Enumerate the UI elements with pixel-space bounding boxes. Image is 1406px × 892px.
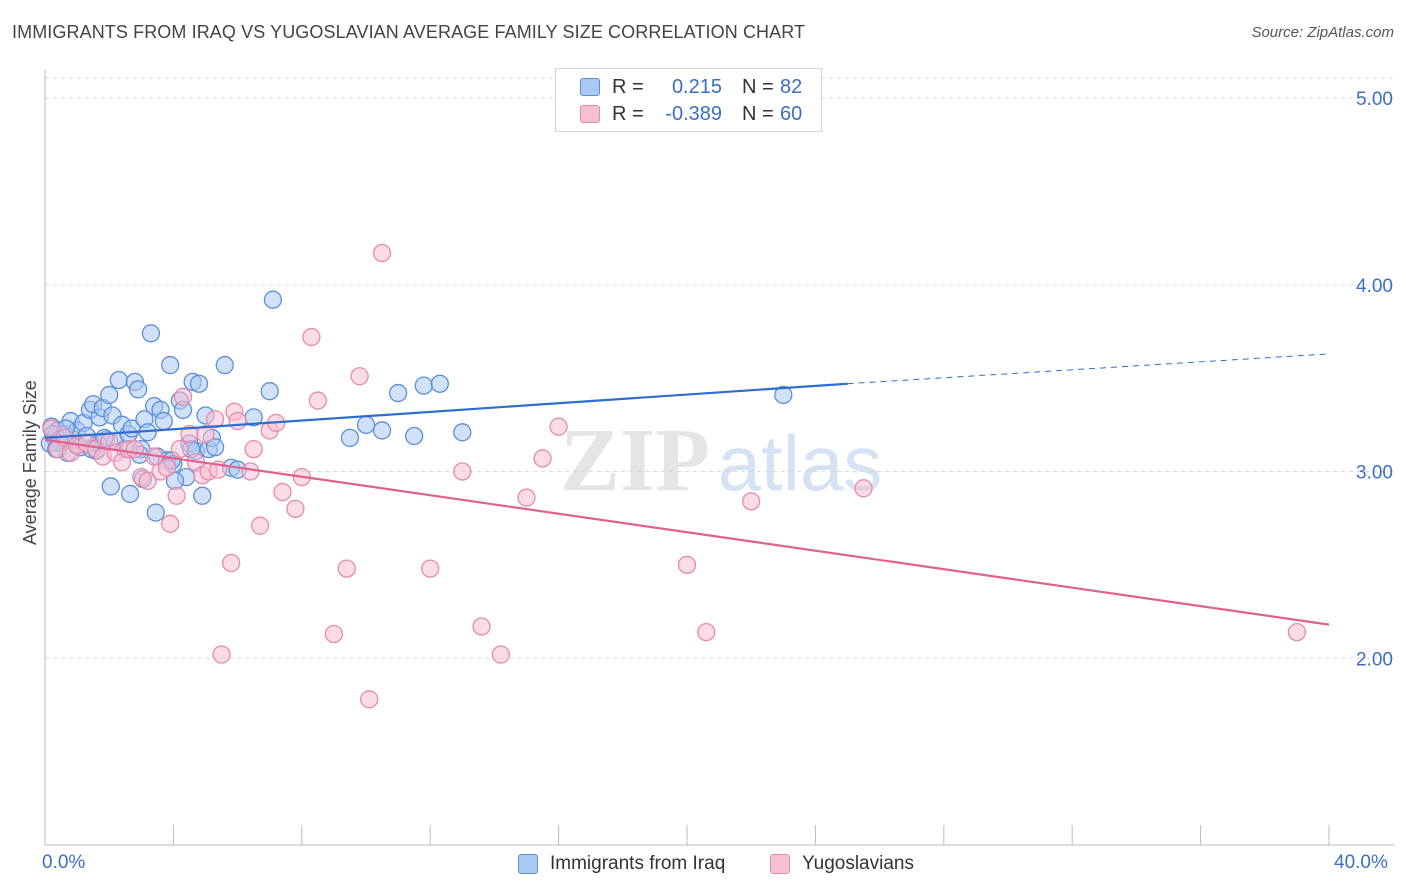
legend-item-yugoslavians: Yugoslavians [770, 850, 914, 878]
point-iraq [141, 324, 161, 343]
point-yugoslavians [308, 391, 328, 410]
point-yugoslavians [697, 622, 716, 642]
point-yugoslavians [453, 462, 472, 481]
point-iraq [154, 411, 173, 431]
point-yugoslavians [244, 439, 263, 459]
point-yugoslavians [138, 471, 157, 490]
point-iraq [120, 484, 140, 504]
point-yugoslavians [161, 514, 180, 533]
point-yugoslavians [173, 387, 193, 406]
point-yugoslavians [273, 482, 292, 502]
n-value: 60 [780, 102, 803, 125]
point-iraq [146, 503, 165, 522]
point-yugoslavians [742, 492, 761, 511]
point-yugoslavians [250, 516, 270, 535]
point-yugoslavians [1287, 622, 1307, 642]
point-iraq [189, 374, 209, 393]
y-tick-label: 2.00 [1356, 649, 1393, 670]
point-yugoslavians [125, 439, 145, 459]
point-yugoslavians [228, 411, 247, 431]
legend-swatch-yugoslavians [770, 854, 790, 874]
r-value: 0.215 [671, 75, 722, 98]
point-yugoslavians [350, 367, 369, 386]
n-label: N = [742, 102, 774, 125]
point-yugoslavians [677, 555, 697, 575]
point-yugoslavians [517, 488, 536, 507]
legend-swatch-iraq [580, 78, 600, 96]
point-yugoslavians [286, 499, 305, 519]
point-yugoslavians [302, 327, 321, 347]
legend-item-iraq: Immigrants from Iraq [518, 850, 725, 878]
y-tick-label: 4.00 [1356, 276, 1393, 297]
point-iraq [453, 423, 472, 442]
point-yugoslavians [421, 559, 440, 578]
point-iraq [101, 477, 120, 496]
legend-label-yugoslavians: Yugoslavians [802, 853, 914, 874]
point-yugoslavians [212, 645, 231, 664]
point-iraq [372, 421, 392, 440]
stats-row-iraq: R = 0.215 N = 82 [580, 75, 802, 99]
point-yugoslavians [170, 439, 189, 459]
chart-source: Source: ZipAtlas.com [1251, 24, 1394, 41]
point-yugoslavians [167, 486, 186, 505]
point-yugoslavians [157, 458, 177, 477]
point-iraq [215, 355, 234, 375]
point-iraq [161, 355, 180, 375]
trendline-iraq [44, 382, 848, 439]
point-yugoslavians [324, 624, 344, 644]
r-value: -0.389 [665, 102, 722, 125]
stats-legend: R = 0.215 N = 82 R = -0.389 N = 60 [555, 68, 822, 132]
y-axis-label: Average Family Size [20, 380, 40, 545]
point-iraq [100, 385, 119, 405]
point-yugoslavians [222, 553, 241, 573]
chart-title: IMMIGRANTS FROM IRAQ VS YUGOSLAVIAN AVER… [12, 22, 806, 42]
n-value: 82 [780, 75, 803, 98]
legend-label-iraq: Immigrants from Iraq [550, 853, 726, 874]
r-label: R = [612, 102, 644, 125]
y-tick-label: 5.00 [1356, 89, 1393, 110]
point-iraq [128, 380, 148, 399]
point-iraq [356, 415, 376, 434]
point-yugoslavians [360, 690, 379, 709]
x-tick-max: 40.0% [1334, 852, 1388, 873]
point-yugoslavians [241, 462, 260, 481]
legend-swatch-iraq [518, 854, 538, 874]
x-tick-min: 0.0% [42, 852, 86, 873]
point-iraq [388, 383, 408, 403]
point-iraq [430, 374, 449, 393]
y-tick-label: 3.00 [1356, 463, 1393, 484]
trendline-extension-iraq [847, 353, 1330, 385]
point-yugoslavians [196, 425, 215, 444]
point-iraq [193, 486, 212, 505]
n-label: N = [742, 75, 774, 98]
point-yugoslavians [533, 449, 552, 468]
point-iraq [263, 290, 283, 309]
point-iraq [340, 428, 360, 448]
trendline-yugoslavians [44, 438, 1330, 626]
r-label: R = [612, 75, 644, 98]
watermark-zip: ZIP [560, 411, 710, 510]
point-yugoslavians [549, 417, 568, 436]
stats-row-yugoslavians: R = -0.389 N = 60 [580, 102, 802, 126]
legend-swatch-yugoslavians [580, 105, 600, 123]
point-iraq [260, 382, 279, 401]
point-yugoslavians [205, 410, 225, 429]
point-yugoslavians [472, 617, 491, 636]
point-yugoslavians [337, 559, 356, 578]
point-iraq [414, 376, 433, 395]
point-iraq [109, 370, 128, 390]
point-iraq [774, 385, 793, 405]
point-iraq [205, 438, 225, 457]
point-iraq [404, 426, 424, 446]
point-yugoslavians [372, 243, 392, 263]
watermark-atlas: atlas [718, 419, 883, 507]
point-yugoslavians [491, 645, 510, 664]
point-yugoslavians [854, 479, 873, 498]
